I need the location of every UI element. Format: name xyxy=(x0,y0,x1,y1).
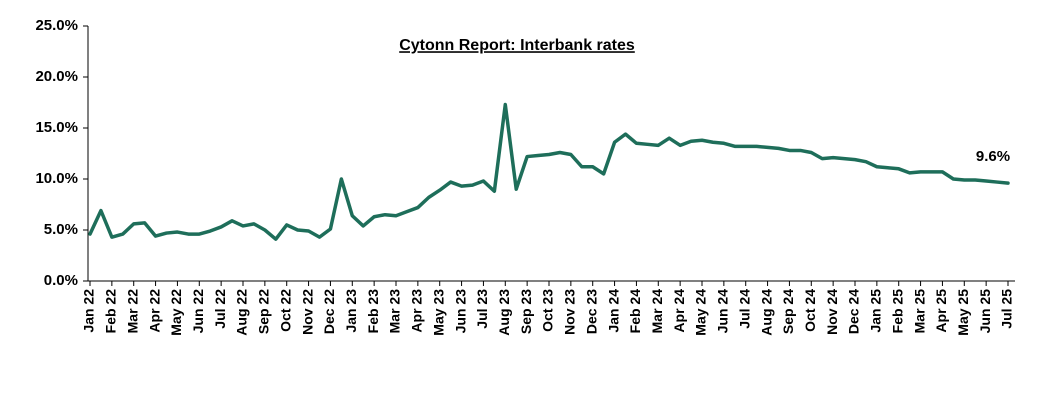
data-label: 9.6% xyxy=(976,148,1010,165)
x-tick-label: Nov 22 xyxy=(299,289,315,335)
x-tick-label: Apr 23 xyxy=(409,289,425,333)
x-tick-label: Mar 25 xyxy=(911,289,927,334)
y-tick-label: 25.0% xyxy=(35,17,78,34)
x-tick-label: Aug 22 xyxy=(234,289,250,336)
x-tick-label: May 22 xyxy=(168,289,184,336)
x-tick-label: Mar 24 xyxy=(649,289,665,334)
x-tick-label: Apr 24 xyxy=(671,289,687,333)
x-tick-label: Jun 23 xyxy=(452,289,468,334)
x-tick-label: Aug 23 xyxy=(496,289,512,336)
x-tick-label: Jan 23 xyxy=(343,289,359,333)
x-tick-label: Nov 24 xyxy=(824,289,840,335)
x-tick-label: Mar 23 xyxy=(387,289,403,334)
x-tick-label: Feb 24 xyxy=(627,289,643,334)
y-tick-label: 20.0% xyxy=(35,68,78,85)
x-tick-label: Dec 23 xyxy=(583,289,599,334)
x-tick-label: Apr 22 xyxy=(146,289,162,333)
x-tick-label: Mar 22 xyxy=(124,289,140,334)
x-tick-label: May 24 xyxy=(693,289,709,336)
x-tick-label: Jul 24 xyxy=(736,289,752,329)
x-tick-label: Dec 22 xyxy=(321,289,337,334)
x-tick-label: Jun 24 xyxy=(715,289,731,334)
x-tick-label: Oct 22 xyxy=(277,289,293,332)
x-tick-label: Jun 25 xyxy=(977,289,993,334)
y-tick-label: 10.0% xyxy=(35,170,78,187)
x-tick-label: May 23 xyxy=(430,289,446,336)
x-tick-label: Jan 24 xyxy=(605,289,621,333)
x-tick-label: Feb 22 xyxy=(103,289,119,334)
chart-title: Cytonn Report: Interbank rates xyxy=(399,37,635,54)
x-tick-label: Dec 24 xyxy=(846,289,862,334)
x-tick-label: Sep 22 xyxy=(256,289,272,334)
x-tick-label: Sep 23 xyxy=(518,289,534,334)
y-tick-label: 0.0% xyxy=(44,272,78,289)
line-series xyxy=(88,102,1010,241)
x-tick-label: Jun 22 xyxy=(190,289,206,334)
x-tick-label: Jul 25 xyxy=(999,289,1015,329)
y-tick-label: 15.0% xyxy=(35,119,78,136)
x-tick-label: Jan 25 xyxy=(868,289,884,333)
x-tick-label: Sep 24 xyxy=(780,289,796,334)
x-tick-label: Aug 24 xyxy=(758,289,774,336)
x-tick-label: Apr 25 xyxy=(933,289,949,333)
x-tick-label: Oct 24 xyxy=(802,289,818,332)
x-tick-label: Jul 23 xyxy=(474,289,490,329)
x-tick-label: May 25 xyxy=(955,289,971,336)
x-tick-label: Jul 22 xyxy=(212,289,228,329)
x-tick-label: Feb 25 xyxy=(889,289,905,334)
x-tick-label: Nov 23 xyxy=(562,289,578,335)
x-tick-label: Jan 22 xyxy=(81,289,97,333)
x-tick-label: Feb 23 xyxy=(365,289,381,334)
y-tick-label: 5.0% xyxy=(44,221,78,238)
x-tick-label: Oct 23 xyxy=(540,289,556,332)
